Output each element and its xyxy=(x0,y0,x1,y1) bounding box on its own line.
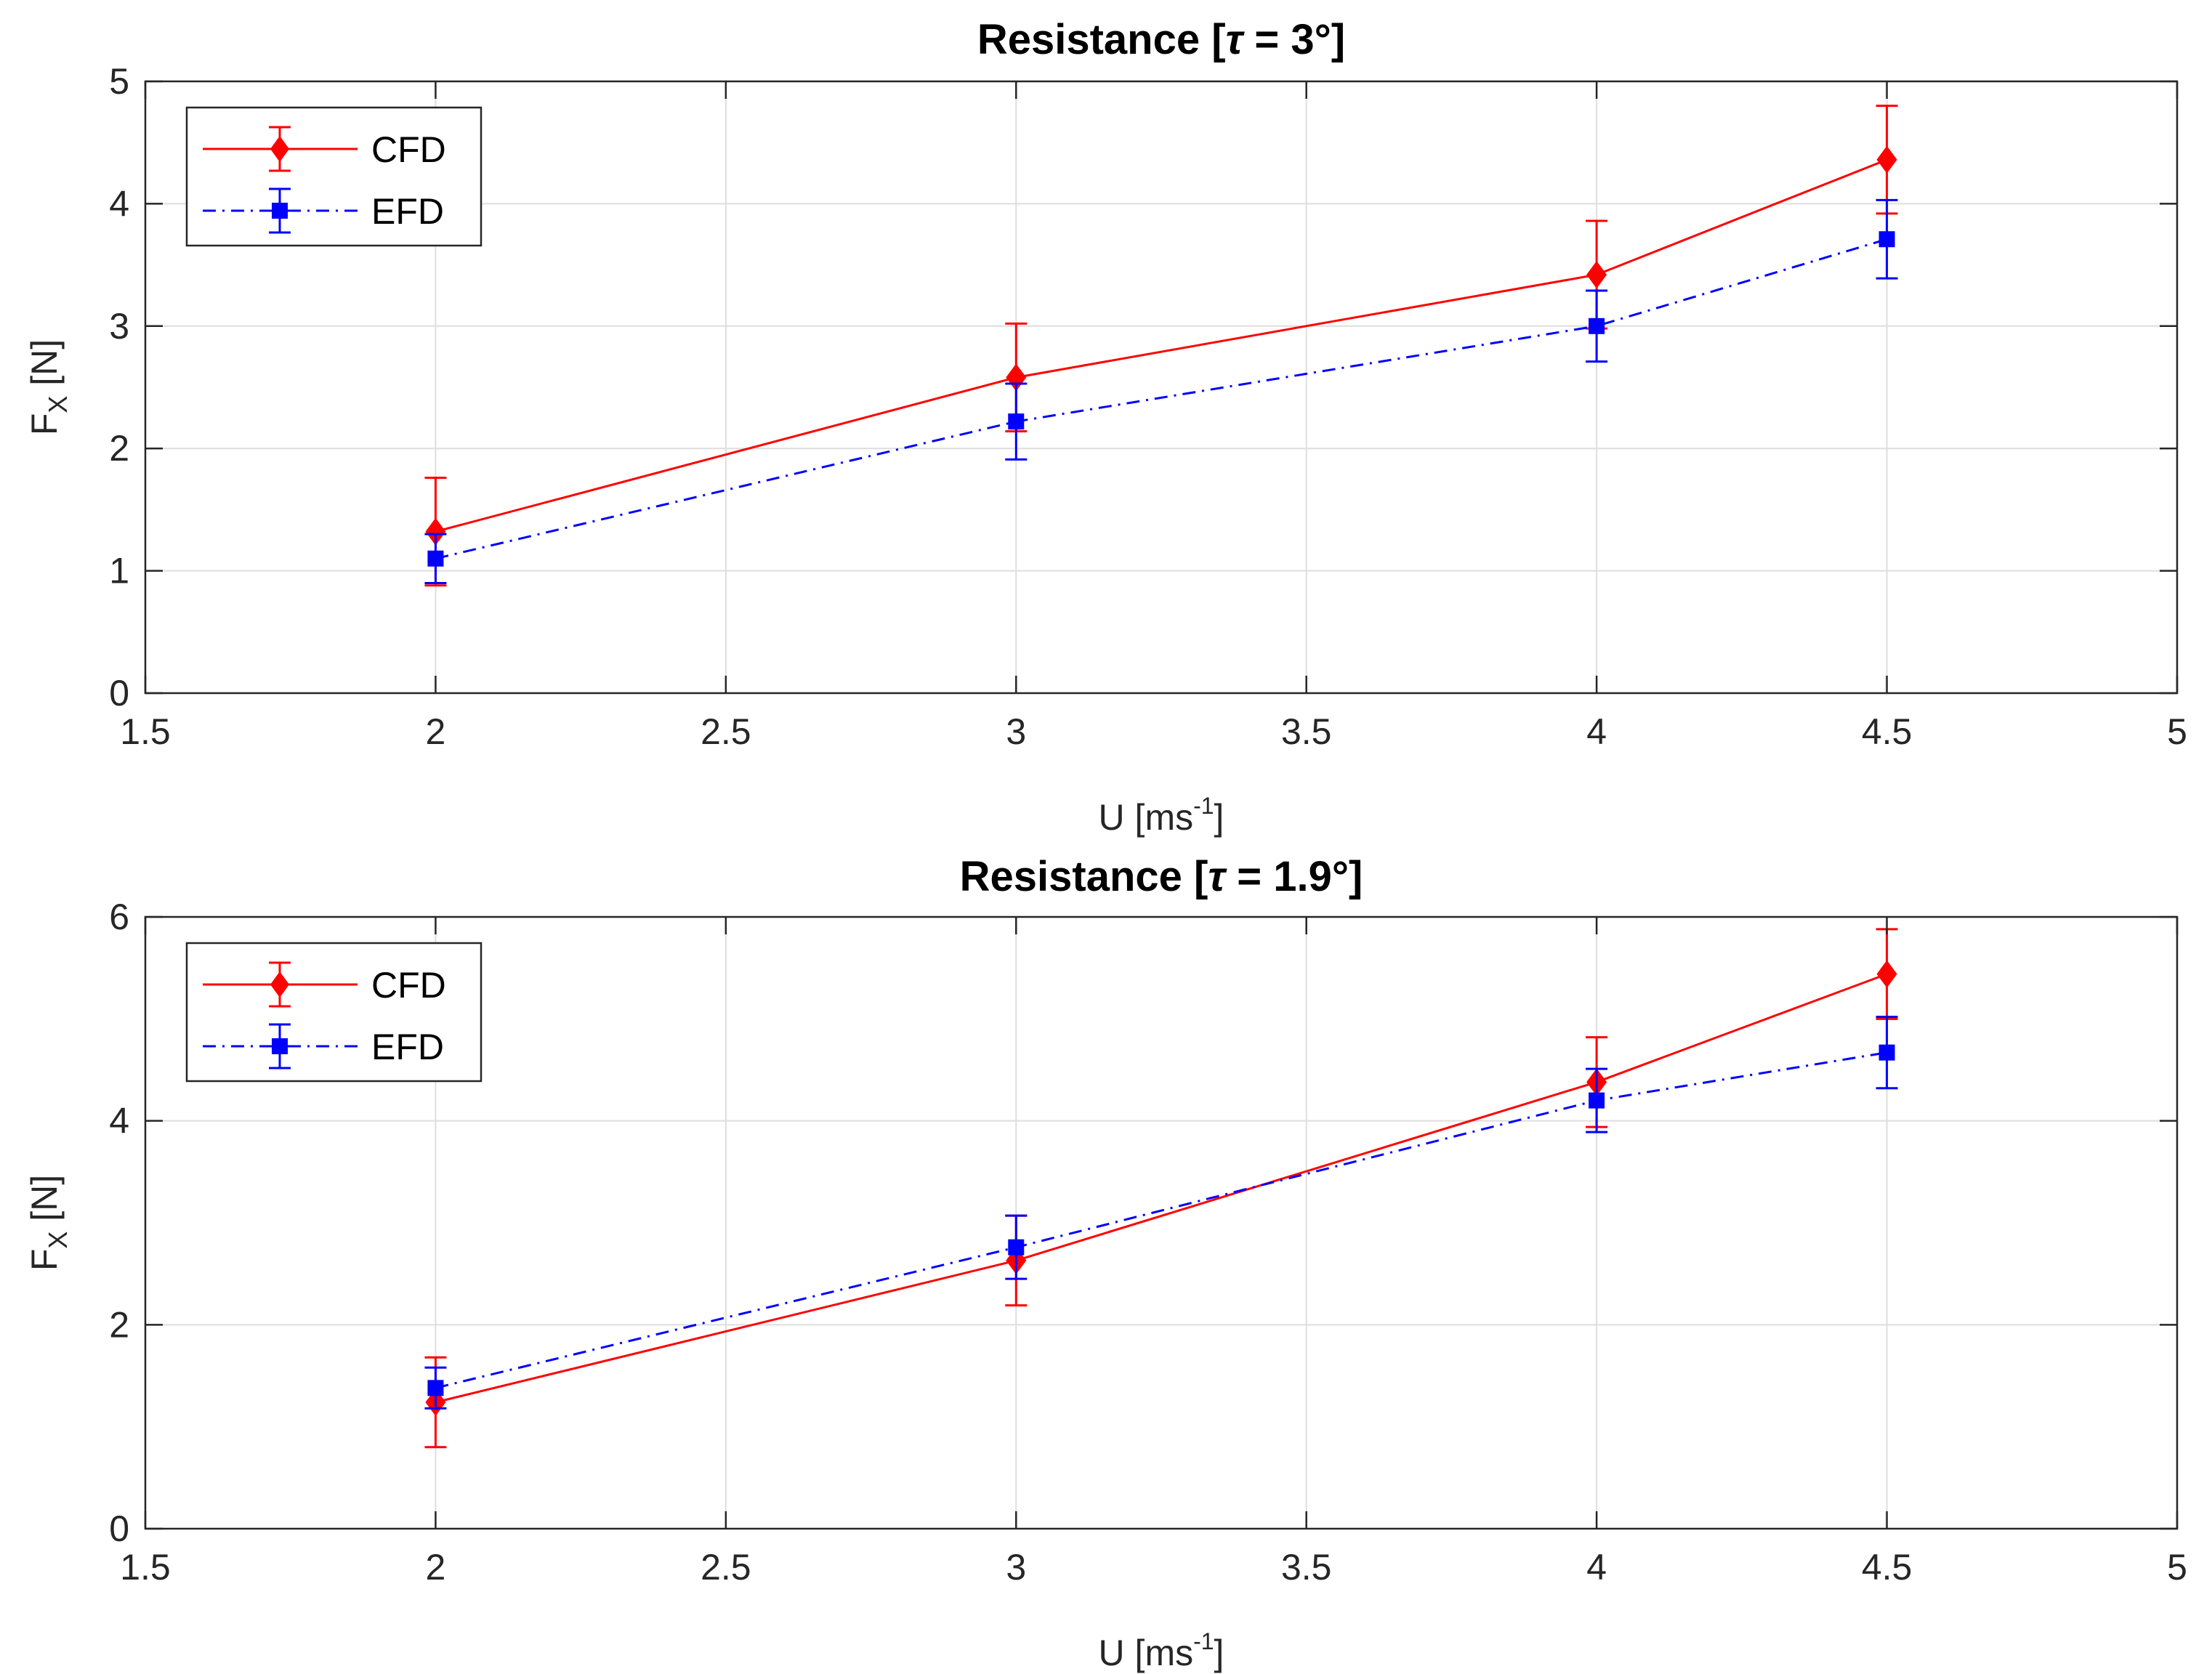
x-tick-label: 4.5 xyxy=(1862,711,1913,752)
data-point-cfd xyxy=(1586,261,1607,289)
legend-label-cfd: CFD xyxy=(371,965,446,1006)
x-tick-label: 4 xyxy=(1586,711,1607,752)
legend-box xyxy=(185,942,483,1083)
x-tick-label: 3.5 xyxy=(1281,1547,1332,1588)
x-tick-label: 4.5 xyxy=(1862,1547,1913,1588)
legend-label-efd: EFD xyxy=(371,191,444,232)
y-tick-label: 4 xyxy=(109,183,129,224)
legend: CFD EFD xyxy=(185,106,483,247)
legend-label-cfd: CFD xyxy=(371,129,446,170)
plot-frame xyxy=(144,915,2179,1530)
grid xyxy=(145,81,2177,693)
plot-frame xyxy=(144,80,2179,695)
legend-label-efd: EFD xyxy=(371,1027,444,1067)
chart-bottom: Resistance [τ = 1.9°] 1.5 2 2.5 3 3.5 4 4.5 5 0 2… xyxy=(24,853,2187,1673)
y-axis-label: FX [N] xyxy=(24,1175,73,1271)
x-tick-label: 3 xyxy=(1006,1547,1026,1588)
x-tick-label: 3 xyxy=(1006,711,1026,752)
legend-entry-efd: EFD xyxy=(203,1023,444,1070)
chart-top: Resistance [τ = 3°] 1.5 2 2.5 3 3.5 4 4.5 5 0 1 2 3… xyxy=(24,16,2187,838)
y-tick-label: 3 xyxy=(109,306,129,347)
data-point-efd xyxy=(1589,1092,1605,1109)
legend-marker-efd xyxy=(272,203,288,219)
data-point-efd xyxy=(1878,231,1895,248)
plot-area xyxy=(424,928,1898,1449)
chart-title: Resistance [τ = 1.9°] xyxy=(960,853,1363,900)
legend: CFD EFD xyxy=(185,942,483,1083)
x-axis-label: U [ms-1] xyxy=(1099,793,1224,838)
y-tick-label: 1 xyxy=(109,551,129,591)
legend-entry-efd: EFD xyxy=(203,187,444,234)
y-axis-label: FX [N] xyxy=(24,339,73,435)
y-tick-label: 0 xyxy=(109,1508,129,1549)
series-line-efd xyxy=(435,1051,1887,1389)
x-tick-label: 1.5 xyxy=(120,1547,171,1588)
legend-marker-efd xyxy=(272,1038,288,1054)
x-tick-label: 3.5 xyxy=(1281,711,1332,752)
data-point-efd xyxy=(1008,1239,1025,1256)
y-tick-label: 2 xyxy=(109,428,129,469)
legend-box xyxy=(185,106,483,247)
plot-area xyxy=(424,105,1898,587)
data-point-cfd xyxy=(425,517,446,546)
y-tick-label: 6 xyxy=(109,897,129,937)
ticks: 1.5 2 2.5 3 3.5 4 4.5 5 0 2 4 6 xyxy=(109,897,2187,1588)
data-point-efd xyxy=(1878,1044,1895,1061)
legend-entry-cfd: CFD xyxy=(203,961,446,1008)
ticks: 1.5 2 2.5 3 3.5 4 4.5 5 0 1 2 3 4 5 xyxy=(109,61,2187,752)
x-tick-label: 2 xyxy=(426,711,446,752)
data-point-efd xyxy=(427,1380,444,1396)
x-tick-label: 2.5 xyxy=(701,711,751,752)
x-tick-label: 5 xyxy=(2167,1547,2187,1588)
data-point-efd xyxy=(1008,413,1025,430)
y-tick-label: 2 xyxy=(109,1304,129,1345)
data-point-efd xyxy=(427,550,444,567)
data-point-efd xyxy=(1589,318,1605,334)
x-tick-label: 5 xyxy=(2167,711,2187,752)
legend-marker-cfd xyxy=(270,136,289,162)
series-line-efd xyxy=(435,238,1888,560)
legend-marker-cfd xyxy=(270,971,289,998)
data-point-cfd xyxy=(1876,145,1897,174)
x-tick-label: 2 xyxy=(426,1547,446,1588)
series-line-cfd xyxy=(435,973,1888,1404)
y-tick-label: 4 xyxy=(109,1101,129,1141)
x-tick-label: 2.5 xyxy=(701,1547,751,1588)
y-tick-label: 0 xyxy=(109,673,129,713)
x-axis-label: U [ms-1] xyxy=(1099,1628,1224,1673)
legend-entry-cfd: CFD xyxy=(203,126,446,172)
series-line-cfd xyxy=(435,158,1888,533)
chart-title: Resistance [τ = 3°] xyxy=(977,16,1345,63)
y-tick-label: 5 xyxy=(109,61,129,102)
x-tick-label: 4 xyxy=(1586,1547,1607,1588)
data-point-cfd xyxy=(1876,960,1897,988)
x-tick-label: 1.5 xyxy=(120,711,171,752)
